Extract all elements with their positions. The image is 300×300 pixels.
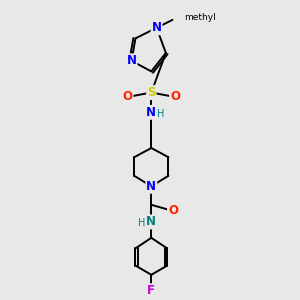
Text: O: O — [170, 90, 180, 103]
Text: N: N — [146, 106, 156, 119]
Text: N: N — [146, 180, 156, 193]
Text: O: O — [168, 204, 178, 217]
Text: N: N — [127, 54, 136, 67]
Text: O: O — [122, 90, 133, 103]
Text: N: N — [146, 215, 156, 229]
Text: H: H — [138, 218, 146, 228]
Text: H: H — [158, 109, 165, 119]
Text: S: S — [147, 86, 156, 99]
Text: methyl: methyl — [184, 13, 216, 22]
Text: N: N — [152, 21, 162, 34]
Text: F: F — [147, 284, 155, 297]
